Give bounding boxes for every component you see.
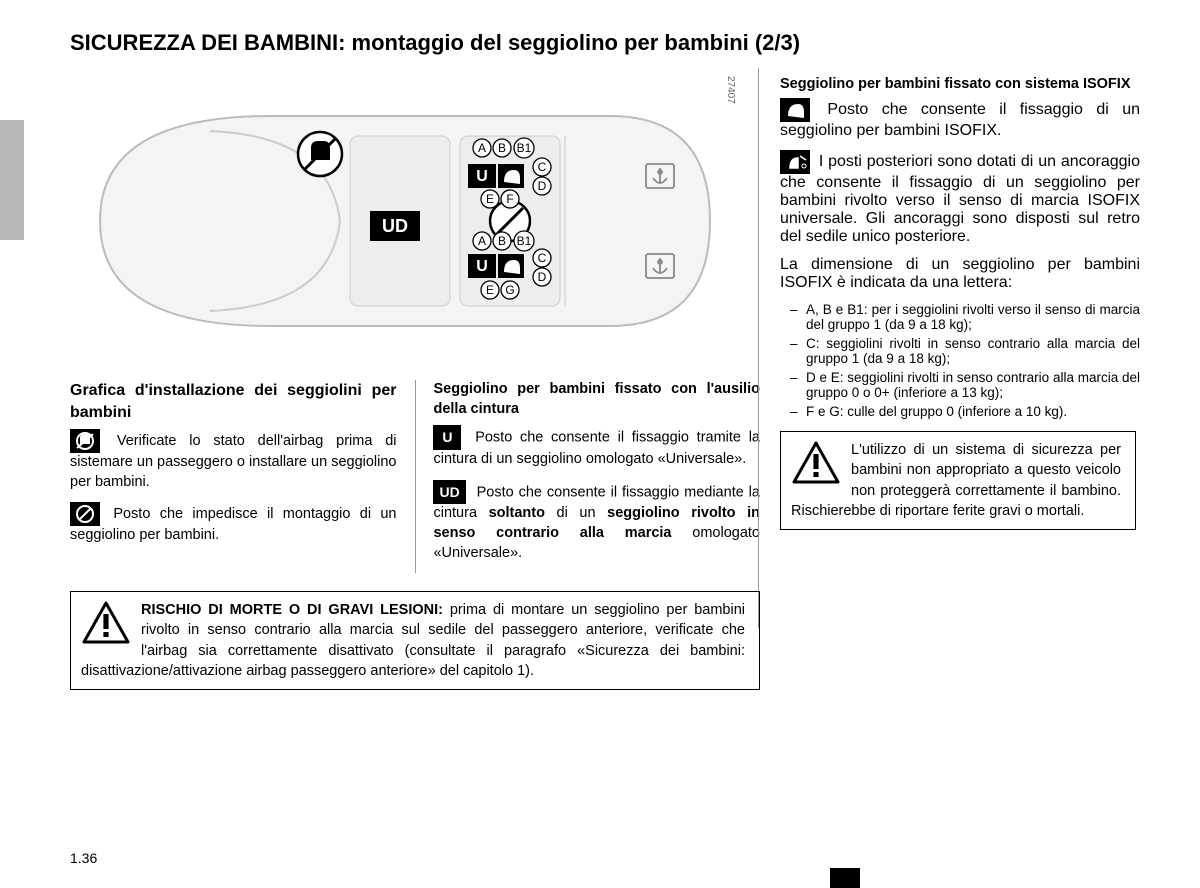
ud-bold1: soltanto bbox=[489, 505, 545, 521]
page-title: SICUREZZA DEI BAMBINI: montaggio del seg… bbox=[70, 30, 1150, 56]
svg-text:C: C bbox=[538, 251, 547, 265]
svg-text:A: A bbox=[478, 141, 486, 155]
col3-p3: La dimensione di un seggiolino per bambi… bbox=[780, 256, 1140, 292]
col2: Seggiolino per bambini fissato con l'aus… bbox=[433, 380, 760, 573]
warning-icon bbox=[791, 440, 841, 492]
svg-text:B: B bbox=[498, 234, 506, 248]
lower-two-columns: Grafica d'installazione dei seggiolini p… bbox=[70, 380, 760, 573]
svg-text:D: D bbox=[538, 270, 547, 284]
svg-text:E: E bbox=[486, 192, 494, 206]
col2-ud: UD Posto che consente il fissaggio media… bbox=[433, 480, 760, 564]
col3-p2-text: I posti posteriori sono dotati di un anc… bbox=[780, 153, 1140, 245]
page-number: 1.36 bbox=[70, 850, 97, 866]
warning-box-1: RISCHIO DI MORTE O DI GRAVI LESIONI: pri… bbox=[70, 591, 760, 690]
svg-text:C: C bbox=[538, 160, 547, 174]
svg-text:U: U bbox=[476, 168, 488, 185]
warn1-bold: RISCHIO DI MORTE O DI GRAVI LESIONI: bbox=[141, 602, 443, 618]
car-diagram: 27407 UD bbox=[70, 76, 730, 366]
prohibit-icon bbox=[70, 502, 100, 526]
svg-text:B: B bbox=[498, 141, 506, 155]
diagram-code: 27407 bbox=[725, 76, 736, 104]
airbag-check-icon bbox=[70, 429, 100, 453]
svg-text:B1: B1 bbox=[517, 141, 532, 155]
ud-mid: di un bbox=[545, 505, 607, 521]
col1-p2: Posto che impedisce il montaggio di un s… bbox=[70, 502, 397, 546]
col1-p2-text: Posto che impedisce il montaggio di un s… bbox=[70, 506, 397, 543]
col1: Grafica d'installazione dei seggiolini p… bbox=[70, 380, 397, 573]
left-block: 27407 UD bbox=[70, 76, 760, 690]
list-item: F e G: culle del gruppo 0 (inferiore a 1… bbox=[794, 404, 1140, 419]
list-item: D e E: seggiolini rivolti in senso contr… bbox=[794, 370, 1140, 400]
svg-text:G: G bbox=[505, 283, 514, 297]
ud-badge: UD bbox=[433, 480, 465, 505]
col3-p1-text: Posto che consente il fissaggio di un se… bbox=[780, 101, 1140, 139]
column-divider-right bbox=[758, 68, 759, 628]
side-tab bbox=[0, 120, 24, 240]
u-badge: U bbox=[433, 425, 461, 450]
col1-p1: Verificate lo stato dell'airbag prima di… bbox=[70, 429, 397, 492]
col2-heading: Seggiolino per bambini fissato con l'aus… bbox=[433, 380, 760, 419]
col3: Seggiolino per bambini fissato con siste… bbox=[780, 76, 1140, 690]
svg-text:U: U bbox=[476, 258, 488, 275]
warning-box-2: L'utilizzo di un sistema di sicurezza pe… bbox=[780, 431, 1136, 530]
col2-u: U Posto che consente il fissaggio tramit… bbox=[433, 425, 760, 469]
col3-p2: I posti posteriori sono dotati di un anc… bbox=[780, 150, 1140, 246]
col3-list: A, B e B1: per i seggiolini rivolti vers… bbox=[780, 302, 1140, 419]
col-divider bbox=[415, 380, 416, 573]
isofix-seat-icon bbox=[780, 98, 810, 122]
list-item: A, B e B1: per i seggiolini rivolti vers… bbox=[794, 302, 1140, 332]
thumb-tab bbox=[830, 868, 860, 888]
main-layout: 27407 UD bbox=[70, 76, 1150, 690]
col1-heading: Grafica d'installazione dei seggiolini p… bbox=[70, 380, 397, 423]
svg-text:E: E bbox=[486, 283, 494, 297]
warning-icon bbox=[81, 600, 131, 652]
svg-text:UD: UD bbox=[382, 216, 408, 236]
car-svg: UD U A B B1 bbox=[70, 76, 730, 366]
svg-text:D: D bbox=[538, 179, 547, 193]
col2-u-text: Posto che consente il fissaggio tramite … bbox=[433, 429, 760, 467]
svg-text:F: F bbox=[506, 192, 513, 206]
svg-text:A: A bbox=[478, 234, 486, 248]
isofix-anchor-icon bbox=[780, 150, 810, 174]
list-item: C: seggiolini rivolti in senso contrario… bbox=[794, 336, 1140, 366]
col1-p1-text: Verificate lo stato dell'airbag prima di… bbox=[70, 433, 397, 490]
col3-heading: Seggiolino per bambini fissato con siste… bbox=[780, 76, 1140, 92]
svg-text:B1: B1 bbox=[517, 234, 532, 248]
col3-p1: Posto che consente il fissaggio di un se… bbox=[780, 98, 1140, 140]
